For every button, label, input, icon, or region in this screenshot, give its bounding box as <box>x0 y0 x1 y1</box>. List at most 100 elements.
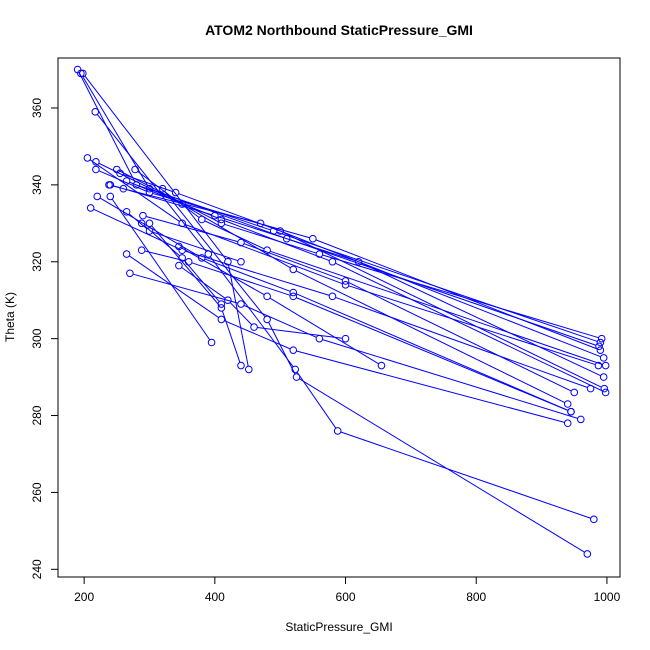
series-line-segment <box>296 350 565 423</box>
series-line-segment <box>129 181 219 219</box>
series-line-segment <box>178 193 278 231</box>
series-line-segment <box>89 159 180 222</box>
data-point <box>570 388 579 397</box>
data-point <box>137 219 146 228</box>
data-point <box>341 334 350 343</box>
data-point <box>145 188 154 197</box>
data-point <box>184 257 193 266</box>
series-line-segment <box>315 239 598 350</box>
data-point <box>126 269 134 278</box>
series-line-segment <box>361 262 601 377</box>
y-tick-label: 320 <box>30 251 44 271</box>
data-point <box>106 181 115 189</box>
data-point <box>93 192 102 201</box>
data-point <box>119 184 128 193</box>
x-tick-label: 400 <box>205 590 225 604</box>
series-line-segment <box>217 216 356 262</box>
series <box>79 69 253 374</box>
series <box>175 261 350 343</box>
data-point <box>595 342 603 351</box>
x-tick-label: 800 <box>466 590 486 604</box>
data-point <box>116 169 124 178</box>
series <box>86 204 595 393</box>
data-point <box>237 361 245 370</box>
data-point <box>282 234 291 243</box>
data-point <box>583 550 592 558</box>
series <box>122 250 572 428</box>
x-axis: 200 400 600 800 1000 <box>74 576 621 604</box>
data-point <box>158 184 167 193</box>
data-point <box>145 227 154 235</box>
series-line-segment <box>243 243 343 281</box>
series-line-segment <box>296 293 569 411</box>
data-point <box>289 265 298 274</box>
y-tick-label: 340 <box>30 175 44 195</box>
series-line-segment <box>221 310 241 363</box>
data-point <box>600 384 609 393</box>
series <box>93 192 575 416</box>
series-line-segment <box>123 173 173 192</box>
data-point <box>86 204 95 212</box>
data-point <box>563 400 572 408</box>
series-line-segment <box>209 256 294 368</box>
series-line-segment <box>229 302 253 326</box>
series-line-segment <box>181 267 226 299</box>
data-point <box>291 365 300 374</box>
data-point <box>217 300 226 308</box>
data-point <box>601 361 610 370</box>
data-point <box>354 257 363 266</box>
data-point <box>131 165 139 174</box>
data-point <box>328 292 337 301</box>
data-point <box>315 250 324 258</box>
data-point <box>217 215 226 224</box>
data-point <box>315 334 324 343</box>
data-point <box>597 334 606 343</box>
y-tick-label: 360 <box>30 98 44 118</box>
series-line-segment <box>111 198 211 341</box>
series-line-segment <box>84 75 227 260</box>
data-point <box>263 246 271 255</box>
y-axis-label: Theta (K) <box>3 292 17 342</box>
data-point <box>207 338 216 347</box>
data-point <box>250 323 258 331</box>
data-point <box>292 373 301 381</box>
data-point <box>599 373 608 381</box>
series-line-segment <box>181 247 265 296</box>
data-point <box>217 315 226 324</box>
series-line-segment <box>137 171 200 218</box>
series-line-segment <box>224 220 330 262</box>
data-point <box>289 346 298 354</box>
data-point <box>92 165 100 174</box>
series-line-segment <box>295 270 565 403</box>
data-point <box>263 292 271 301</box>
series-line-segment <box>348 281 572 392</box>
series <box>105 181 608 362</box>
data-point <box>122 250 131 258</box>
series-line-segment <box>98 170 147 192</box>
data-point <box>217 219 226 228</box>
series <box>131 165 610 370</box>
data-point <box>590 515 598 524</box>
data-point <box>309 234 317 243</box>
series-line-segment <box>143 225 180 257</box>
data-point <box>171 188 180 197</box>
series-line-segment <box>296 297 569 411</box>
data-point <box>137 246 146 255</box>
data-point <box>567 407 575 416</box>
series-line-segment <box>185 250 330 296</box>
y-tick-label: 280 <box>30 405 44 425</box>
series-line-segment <box>322 339 578 419</box>
series <box>106 181 608 381</box>
series-line-segment <box>129 255 219 318</box>
series <box>145 219 245 370</box>
series-line-segment <box>269 297 379 365</box>
data-point <box>91 108 100 116</box>
series-layer <box>73 65 610 558</box>
series <box>139 211 579 397</box>
series-line-segment <box>183 260 220 302</box>
data-point <box>563 419 572 428</box>
data-point <box>83 154 92 162</box>
series-line-segment <box>257 327 343 339</box>
data-point <box>145 219 154 228</box>
